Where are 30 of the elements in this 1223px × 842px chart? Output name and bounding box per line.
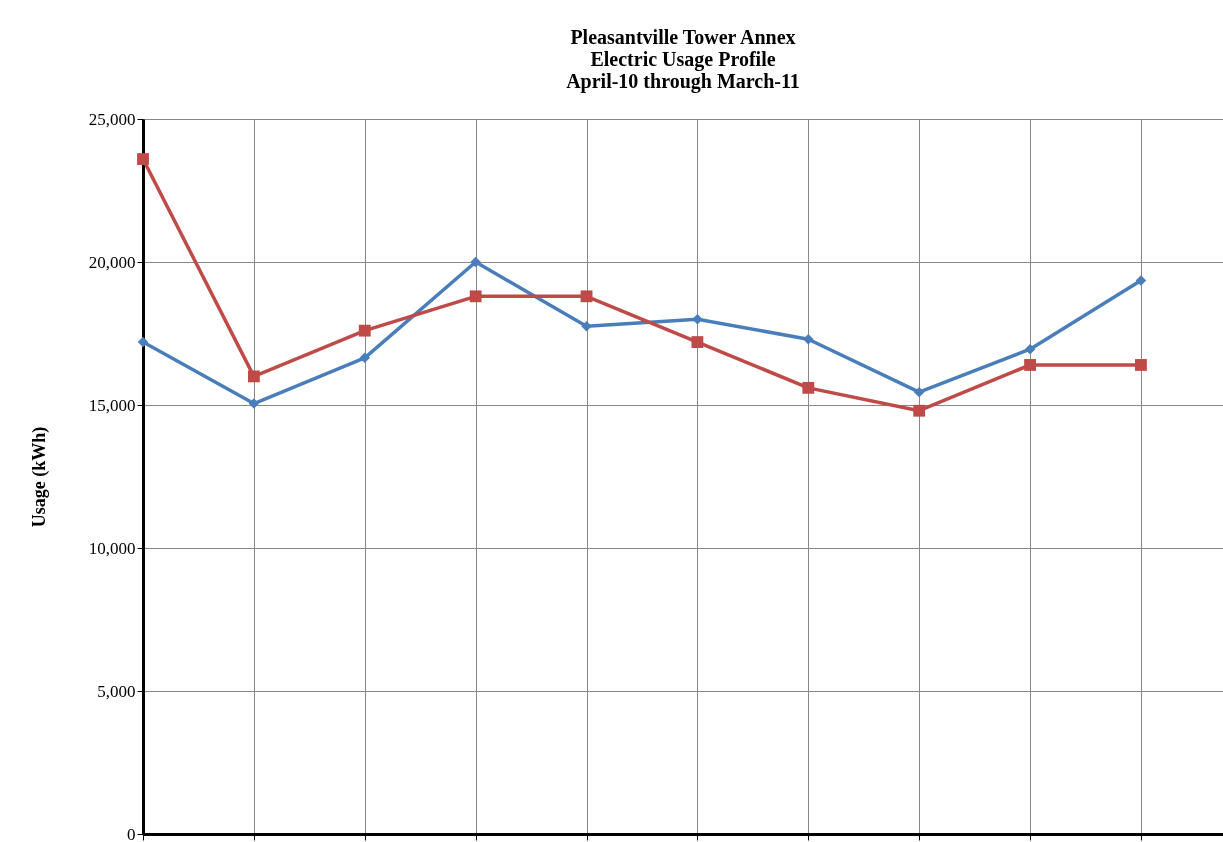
y-axis-title: Usage (kWh) bbox=[28, 426, 50, 528]
point bbox=[581, 321, 592, 332]
point bbox=[137, 336, 149, 348]
point bbox=[1135, 359, 1147, 371]
point bbox=[137, 153, 149, 165]
point bbox=[469, 290, 482, 303]
y-tick-label: 25,000 bbox=[88, 109, 136, 129]
point bbox=[470, 256, 481, 268]
point bbox=[247, 370, 260, 383]
point bbox=[248, 398, 260, 409]
y-tick-label: 15,000 bbox=[88, 395, 136, 415]
point bbox=[803, 333, 814, 345]
point bbox=[692, 313, 703, 325]
point bbox=[1024, 359, 1036, 371]
y-tick-label: 5,000 bbox=[97, 681, 136, 701]
text: April-10 through March-11 bbox=[566, 70, 800, 92]
point bbox=[580, 290, 593, 303]
point bbox=[1024, 343, 1036, 355]
y-tick-label: 20,000 bbox=[88, 252, 136, 272]
point bbox=[913, 386, 925, 398]
point bbox=[358, 324, 371, 337]
point bbox=[913, 404, 926, 417]
text: Pleasantville Tower Annex bbox=[570, 26, 796, 48]
point bbox=[802, 381, 815, 394]
y-tick-label: 10,000 bbox=[88, 538, 136, 558]
point bbox=[691, 336, 704, 348]
point bbox=[359, 352, 371, 364]
text: Electric Usage Profile bbox=[590, 48, 776, 70]
point bbox=[1135, 275, 1147, 286]
y-tick-label: 0 bbox=[127, 824, 136, 842]
